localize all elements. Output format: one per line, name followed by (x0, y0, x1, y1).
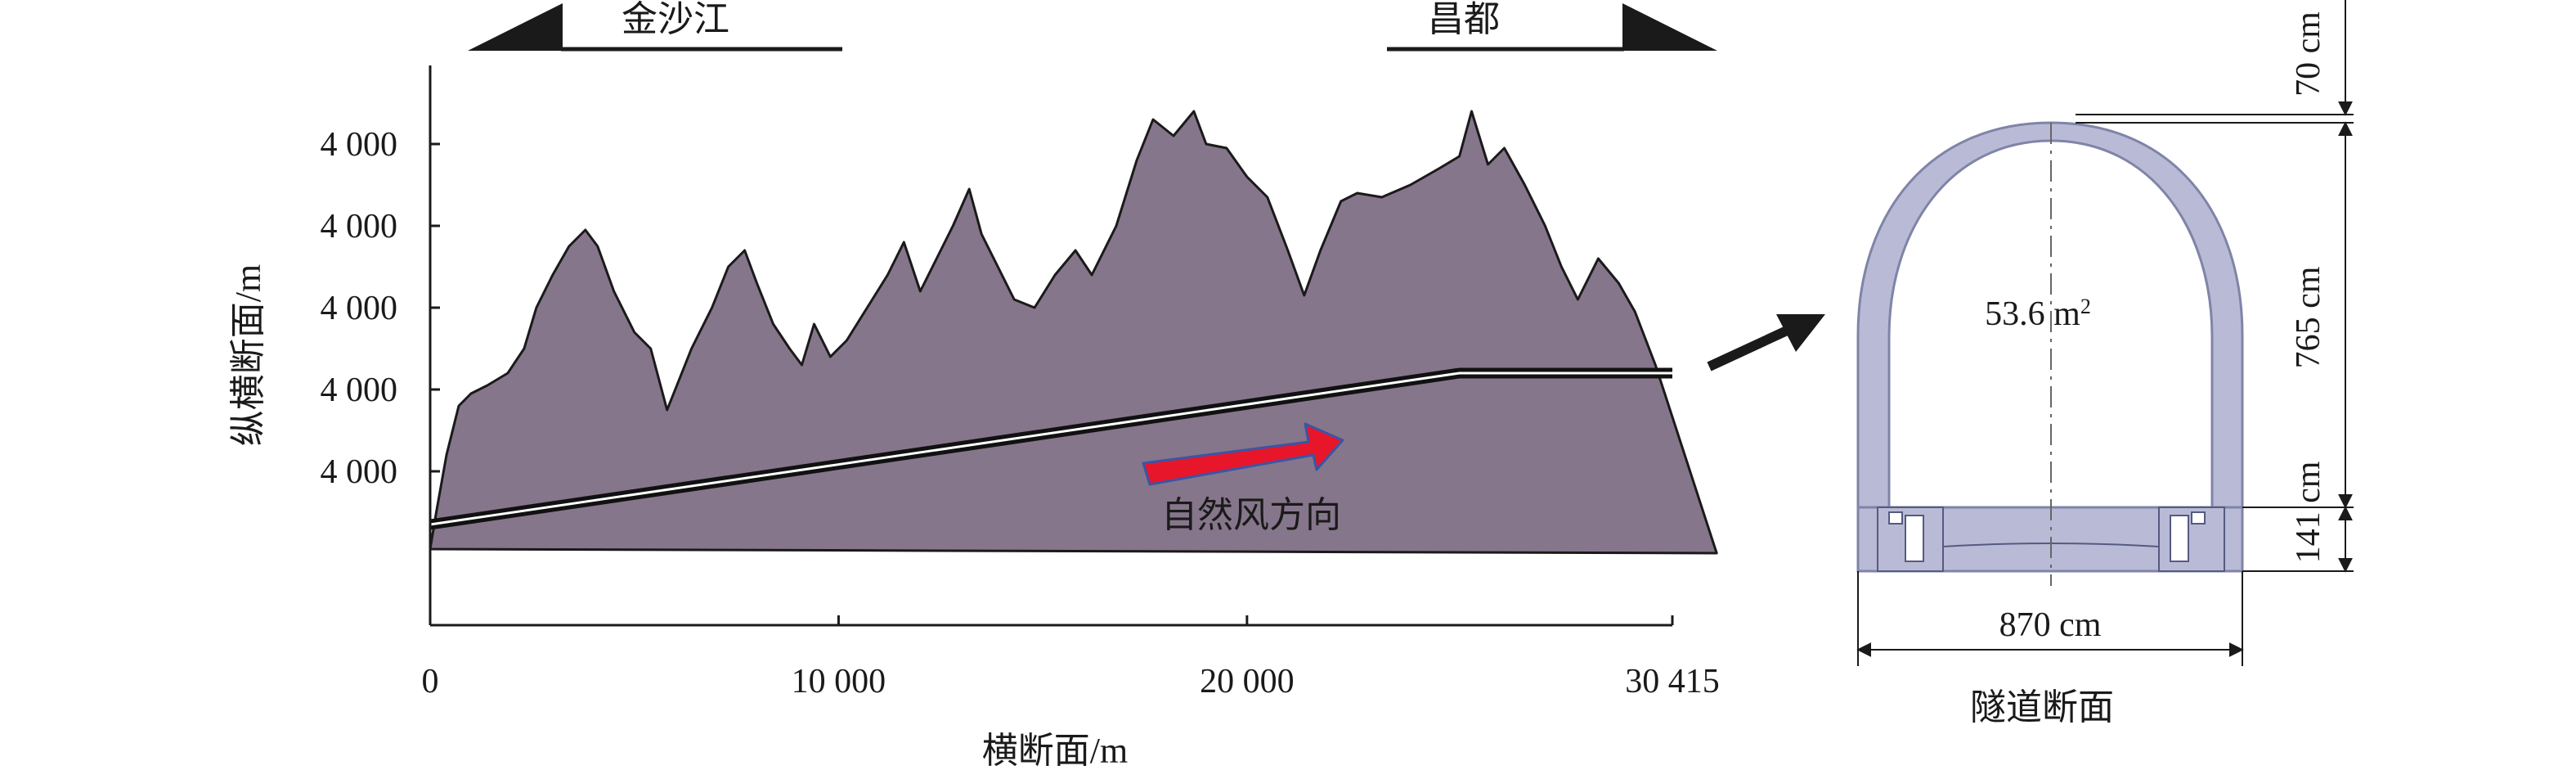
x-axis: 0 10 000 20 000 30 415 (422, 615, 1720, 700)
direction-label-jinsha: 金沙江 (622, 0, 729, 39)
dim-width-label: 870 cm (1999, 606, 2102, 644)
terrain-area (429, 110, 1718, 555)
tunnel-cross-section: 53.6 m2 70 cm 765 cm 141 cm 870 cm 隧道断面 (1856, 0, 2354, 727)
wind-direction-arrow (1142, 422, 1344, 486)
x-axis-title: 横断面/m (982, 731, 1128, 771)
x-tick-label: 30 415 (1625, 663, 1720, 700)
y-tick-label: 4 000 (321, 453, 398, 491)
y-axis: 4 000 4 000 4 000 4 000 4 000 (321, 65, 440, 625)
tunnel-area-label: 53.6 m2 (1985, 295, 2091, 333)
direction-indicator-right: 昌都 (1387, 0, 1717, 52)
section-title: 隧道断面 (1970, 687, 2114, 727)
direction-label-changdu: 昌都 (1428, 0, 1500, 39)
tunnel-alignment (429, 367, 1672, 530)
wind-arrow-shape (1142, 422, 1344, 486)
dim-top-label: 70 cm (2290, 11, 2327, 97)
direction-indicator-left: 金沙江 (468, 0, 842, 52)
y-tick-label: 4 000 (321, 371, 398, 409)
y-tick-label: 4 000 (321, 126, 398, 164)
x-tick-label: 10 000 (792, 663, 886, 700)
pointer-arrow (1707, 314, 1825, 371)
left-direction-arrowhead (468, 3, 563, 51)
x-tick-label: 20 000 (1200, 663, 1295, 700)
pointer-arrowhead (1776, 314, 1825, 352)
dim-wall-label: 141 cm (2290, 461, 2327, 563)
wind-direction-label: 自然风方向 (1161, 495, 1341, 535)
tunnel-line-inner (429, 371, 1672, 526)
x-tick-label: 0 (422, 663, 439, 700)
right-direction-arrowhead (1622, 3, 1717, 51)
y-axis-title: 纵横断面/m (228, 264, 268, 446)
dim-arch-label: 765 cm (2290, 266, 2327, 368)
y-tick-label: 4 000 (321, 208, 398, 245)
y-tick-label: 4 000 (321, 290, 398, 327)
